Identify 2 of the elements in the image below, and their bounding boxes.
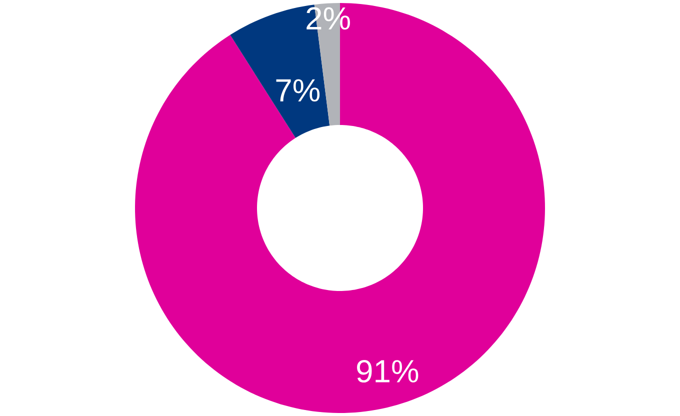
data-label: 91%	[357, 360, 418, 383]
data-label: 7%	[276, 79, 320, 102]
